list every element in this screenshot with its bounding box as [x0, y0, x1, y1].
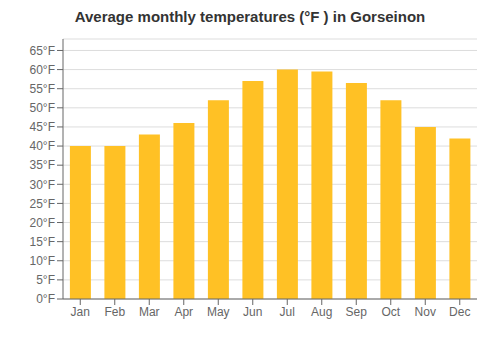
svg-text:Feb: Feb	[104, 305, 125, 319]
svg-text:20°F: 20°F	[30, 216, 55, 230]
svg-text:Jun: Jun	[243, 305, 262, 319]
svg-text:60°F: 60°F	[30, 63, 55, 77]
svg-text:35°F: 35°F	[30, 158, 55, 172]
svg-text:Aug: Aug	[311, 305, 332, 319]
svg-text:55°F: 55°F	[30, 82, 55, 96]
svg-text:40°F: 40°F	[30, 139, 55, 153]
svg-text:25°F: 25°F	[30, 197, 55, 211]
svg-text:10°F: 10°F	[30, 254, 55, 268]
svg-text:Nov: Nov	[415, 305, 436, 319]
svg-text:Jan: Jan	[71, 305, 90, 319]
svg-text:Oct: Oct	[381, 305, 400, 319]
svg-text:15°F: 15°F	[30, 235, 55, 249]
svg-text:30°F: 30°F	[30, 178, 55, 192]
svg-text:Sep: Sep	[346, 305, 368, 319]
svg-text:65°F: 65°F	[30, 44, 55, 58]
svg-text:0°F: 0°F	[36, 292, 55, 306]
svg-text:5°F: 5°F	[36, 273, 55, 287]
svg-text:Jul: Jul	[280, 305, 295, 319]
svg-text:Dec: Dec	[449, 305, 470, 319]
svg-text:Apr: Apr	[174, 305, 193, 319]
html-text:Average monthly temperatures (: Average monthly temperatures (°F ) in Go…	[74, 8, 426, 25]
svg-text:45°F: 45°F	[30, 120, 55, 134]
svg-text:Mar: Mar	[139, 305, 160, 319]
svg-text:50°F: 50°F	[30, 101, 55, 115]
svg-text:May: May	[207, 305, 230, 319]
